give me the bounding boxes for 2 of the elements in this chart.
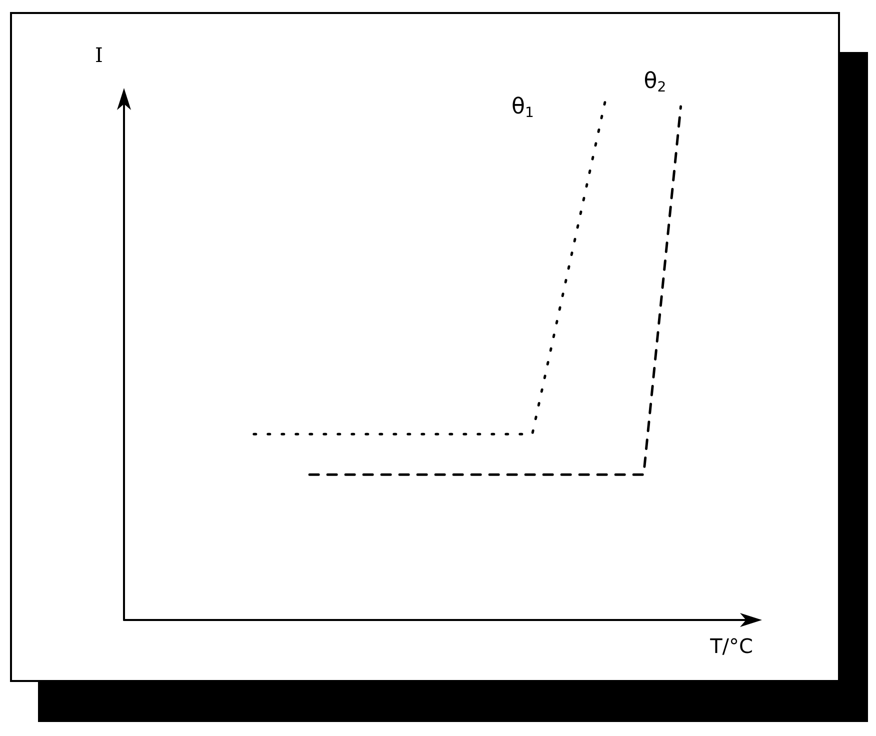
x-axis-title: T/°C [709,634,753,658]
y-axis-title: I [95,43,103,67]
